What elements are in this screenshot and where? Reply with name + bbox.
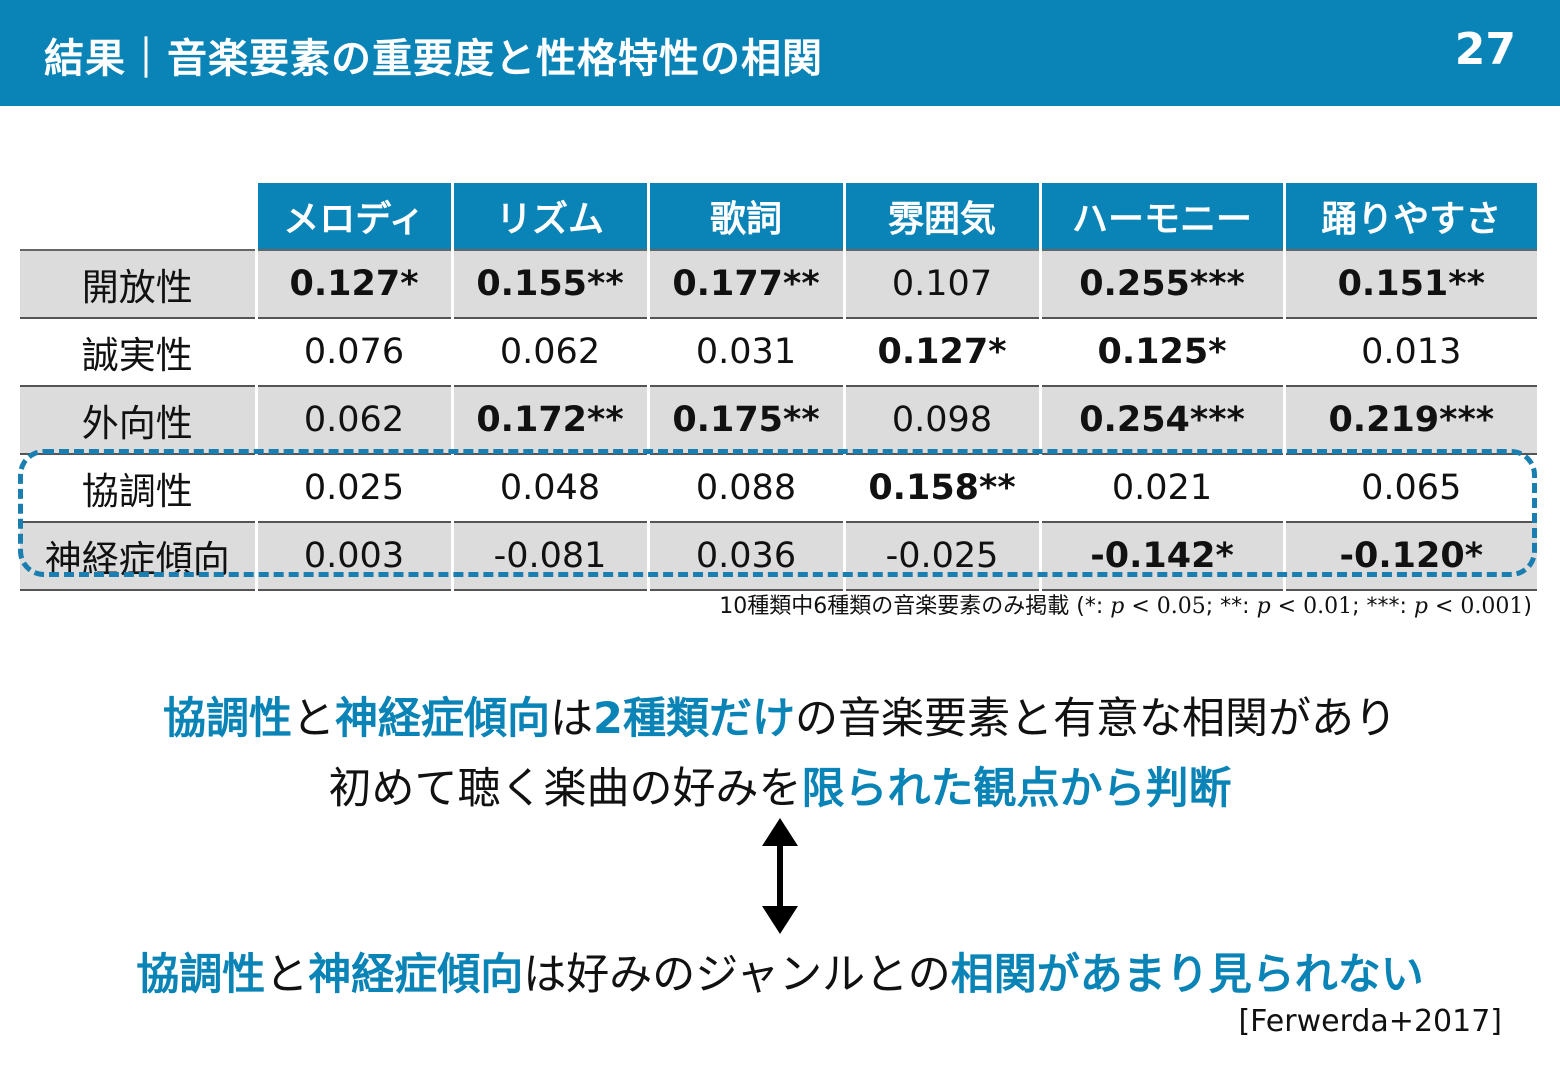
row-header: 外向性 xyxy=(20,386,257,454)
table-cell: 0.062 xyxy=(450,318,648,386)
table-cell: 0.031 xyxy=(646,318,844,386)
table-cell: 0.254*** xyxy=(1038,386,1284,454)
table-cell: 0.048 xyxy=(450,454,648,522)
table-cell: -0.142* xyxy=(1038,522,1284,590)
column-header: 雰囲気 xyxy=(842,183,1040,250)
column-header: 踊りやすさ xyxy=(1282,183,1537,250)
row-header: 協調性 xyxy=(20,454,257,522)
column-header: メロディ xyxy=(254,183,452,250)
table-cell: 0.003 xyxy=(254,522,452,590)
table-cell: 0.107 xyxy=(842,250,1040,318)
table-cell: 0.219*** xyxy=(1282,386,1537,454)
table-footnote: 10種類中6種類の音楽要素のみ掲載 (*: p < 0.05; **: p < … xyxy=(719,594,1532,619)
row-header: 神経症傾向 xyxy=(20,522,257,590)
correlation-table: メロディ リズム 歌詞 雰囲気 ハーモニー 踊りやすさ 開放性 0.127* 0… xyxy=(20,183,1537,591)
table-cell: 0.025 xyxy=(254,454,452,522)
prior-finding-line: 協調性と神経症傾向は好みのジャンルとの相関があまり見られない xyxy=(136,950,1424,1000)
finding-line-2: 初めて聴く楽曲の好みを限られた観点から判断 xyxy=(328,764,1232,814)
row-header: 誠実性 xyxy=(20,318,257,386)
page-number: 27 xyxy=(1454,24,1516,75)
table-cell: 0.127* xyxy=(842,318,1040,386)
table-cell: 0.125* xyxy=(1038,318,1284,386)
table-cell: -0.120* xyxy=(1282,522,1537,590)
table-cell: 0.155** xyxy=(450,250,648,318)
row-header: 開放性 xyxy=(20,250,257,318)
table-cell: 0.255*** xyxy=(1038,250,1284,318)
table-cell: 0.088 xyxy=(646,454,844,522)
table-row: 協調性 0.025 0.048 0.088 0.158** 0.021 0.06… xyxy=(20,454,1537,522)
table-row: 外向性 0.062 0.172** 0.175** 0.098 0.254***… xyxy=(20,386,1537,454)
table-cell: 0.158** xyxy=(842,454,1040,522)
table-cell: 0.151** xyxy=(1282,250,1537,318)
double-arrow-icon xyxy=(760,818,800,938)
table-cell: 0.175** xyxy=(646,386,844,454)
table-cell: 0.036 xyxy=(646,522,844,590)
table-cell: -0.081 xyxy=(450,522,648,590)
column-header: リズム xyxy=(450,183,648,250)
table-cell: -0.025 xyxy=(842,522,1040,590)
table-cell: 0.076 xyxy=(254,318,452,386)
table-cell: 0.177** xyxy=(646,250,844,318)
table-cell: 0.098 xyxy=(842,386,1040,454)
finding-line-1: 協調性と神経症傾向は2種類だけの音楽要素と有意な相関があり xyxy=(163,694,1397,744)
column-header: ハーモニー xyxy=(1038,183,1284,250)
table-cell: 0.013 xyxy=(1282,318,1537,386)
table-cell: 0.127* xyxy=(254,250,452,318)
column-header: 歌詞 xyxy=(646,183,844,250)
table-cell: 0.065 xyxy=(1282,454,1537,522)
table-cell: 0.172** xyxy=(450,386,648,454)
table-row: 神経症傾向 0.003 -0.081 0.036 -0.025 -0.142* … xyxy=(20,522,1537,590)
title-bar: 結果｜音楽要素の重要度と性格特性の相関 27 xyxy=(0,0,1560,106)
table-corner xyxy=(20,183,256,250)
table-header-row: メロディ リズム 歌詞 雰囲気 ハーモニー 踊りやすさ xyxy=(20,183,1537,250)
table-row: 誠実性 0.076 0.062 0.031 0.127* 0.125* 0.01… xyxy=(20,318,1537,386)
slide-title: 結果｜音楽要素の重要度と性格特性の相関 xyxy=(44,36,823,82)
table-row: 開放性 0.127* 0.155** 0.177** 0.107 0.255**… xyxy=(20,250,1537,318)
table-cell: 0.062 xyxy=(254,386,452,454)
table-cell: 0.021 xyxy=(1038,454,1284,522)
citation: [Ferwerda+2017] xyxy=(1238,1004,1502,1039)
